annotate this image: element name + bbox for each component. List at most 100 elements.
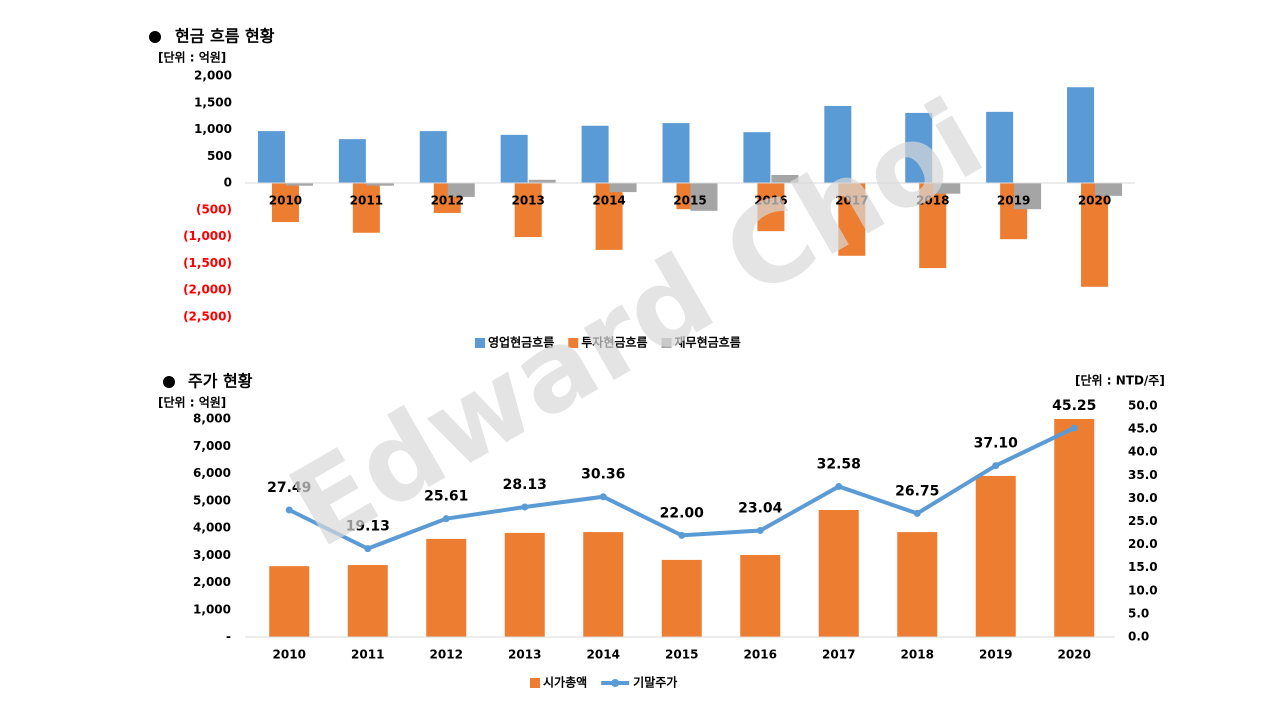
bar: [500, 134, 528, 183]
x-tick-label: 2013: [508, 648, 541, 662]
x-tick-label: 2014: [587, 648, 620, 662]
x-tick-label: 2012: [430, 648, 463, 662]
bar: [743, 132, 771, 183]
x-tick-label: 2020: [1058, 648, 1091, 662]
data-label: 30.36: [581, 467, 625, 483]
bar: [1095, 183, 1123, 196]
bar: [690, 183, 718, 211]
bar: [504, 532, 545, 637]
point: [599, 493, 607, 501]
data-label: 28.13: [503, 477, 547, 493]
data-label: 45.25: [1052, 398, 1096, 414]
bar: [514, 183, 542, 238]
x-tick-label: 2011: [351, 648, 384, 662]
legend-swatch: [530, 678, 540, 688]
y2-tick-label: 20.0: [1128, 537, 1158, 551]
title-bullet: [149, 31, 161, 43]
x-tick-label: 2016: [754, 194, 787, 208]
y2-tick-label: 35.0: [1128, 468, 1158, 482]
unit-label: [단위 : 억원]: [158, 50, 226, 65]
point: [1070, 424, 1078, 432]
bar: [426, 538, 467, 637]
bar: [661, 559, 702, 637]
x-tick-label: 2018: [901, 648, 934, 662]
x-tick-label: 2015: [673, 194, 706, 208]
legend-label: 영업현금흐름: [488, 335, 554, 350]
bar: [824, 105, 852, 183]
y2-tick-label: 15.0: [1128, 560, 1158, 574]
bar: [419, 131, 447, 183]
y-tick-label: -: [226, 630, 231, 644]
bar: [919, 183, 947, 269]
legend-swatch: [475, 338, 485, 348]
y2-tick-label: 5.0: [1128, 606, 1149, 620]
bar: [583, 532, 624, 637]
bar: [1054, 419, 1095, 637]
x-tick-label: 2015: [665, 648, 698, 662]
data-label: 19.13: [346, 519, 390, 535]
point: [521, 503, 529, 511]
y-tick-label: 7,000: [193, 439, 231, 453]
legend-swatch: [661, 338, 672, 348]
chart-title: 주가 현황: [188, 372, 253, 391]
y-tick-label: (1,500): [183, 256, 232, 270]
y2-tick-label: 25.0: [1128, 514, 1158, 528]
y-tick-label: 1,000: [194, 122, 232, 136]
x-tick-label: 2018: [916, 194, 949, 208]
x-tick-label: 2019: [997, 194, 1030, 208]
bar: [271, 183, 299, 223]
point: [442, 515, 450, 523]
legend-label: 투자현금흐름: [581, 335, 647, 350]
x-tick-label: 2010: [269, 194, 302, 208]
y-tick-label: 2,000: [194, 69, 232, 83]
point: [364, 545, 372, 553]
bar: [257, 131, 285, 183]
bar: [528, 179, 556, 183]
y2-tick-label: 10.0: [1128, 583, 1158, 597]
x-tick-label: 2013: [511, 194, 544, 208]
y2-tick-label: 45.0: [1128, 422, 1158, 436]
y-tick-label: 8,000: [193, 412, 231, 426]
point: [678, 531, 686, 539]
y2-tick-label: 30.0: [1128, 491, 1158, 505]
bar: [285, 183, 313, 186]
unit-label: [단위 : NTD/주]: [1075, 373, 1165, 388]
y-tick-label: 1,000: [193, 602, 231, 616]
legend-swatch: [611, 679, 620, 687]
bar: [975, 475, 1016, 637]
data-label: 37.10: [974, 436, 1019, 452]
x-tick-label: 2016: [744, 648, 777, 662]
bar: [609, 183, 637, 193]
bar: [662, 123, 690, 183]
x-tick-label: 2011: [350, 194, 383, 208]
chart-title: 현금 흐름 현황: [175, 27, 275, 46]
y-tick-label: (1,000): [183, 229, 232, 243]
point: [285, 506, 293, 514]
point: [756, 527, 764, 535]
legend-swatch: [568, 338, 579, 348]
x-tick-label: 2014: [592, 194, 625, 208]
bar: [1081, 183, 1109, 287]
x-tick-label: 2019: [979, 648, 1012, 662]
x-tick-label: 2012: [431, 194, 464, 208]
y-tick-label: (2,000): [183, 283, 232, 297]
y-tick-label: 2,000: [193, 575, 231, 589]
bar: [595, 183, 623, 250]
legend-label: 재무현금흐름: [675, 335, 741, 350]
data-label: 26.75: [895, 483, 939, 499]
x-tick-label: 2020: [1078, 194, 1111, 208]
bar: [771, 174, 799, 183]
unit-label: [단위 : 억원]: [158, 395, 226, 410]
y-tick-label: 0: [224, 176, 232, 190]
y-tick-label: (500): [196, 202, 232, 216]
x-tick-label: 2017: [835, 194, 868, 208]
y2-tick-label: 50.0: [1128, 399, 1158, 413]
bar: [347, 565, 388, 637]
bar: [818, 510, 859, 637]
data-label: 27.49: [267, 480, 311, 496]
title-bullet: [163, 376, 175, 388]
watermark: Edward Choi: [269, 75, 1003, 573]
bar: [1067, 87, 1095, 183]
